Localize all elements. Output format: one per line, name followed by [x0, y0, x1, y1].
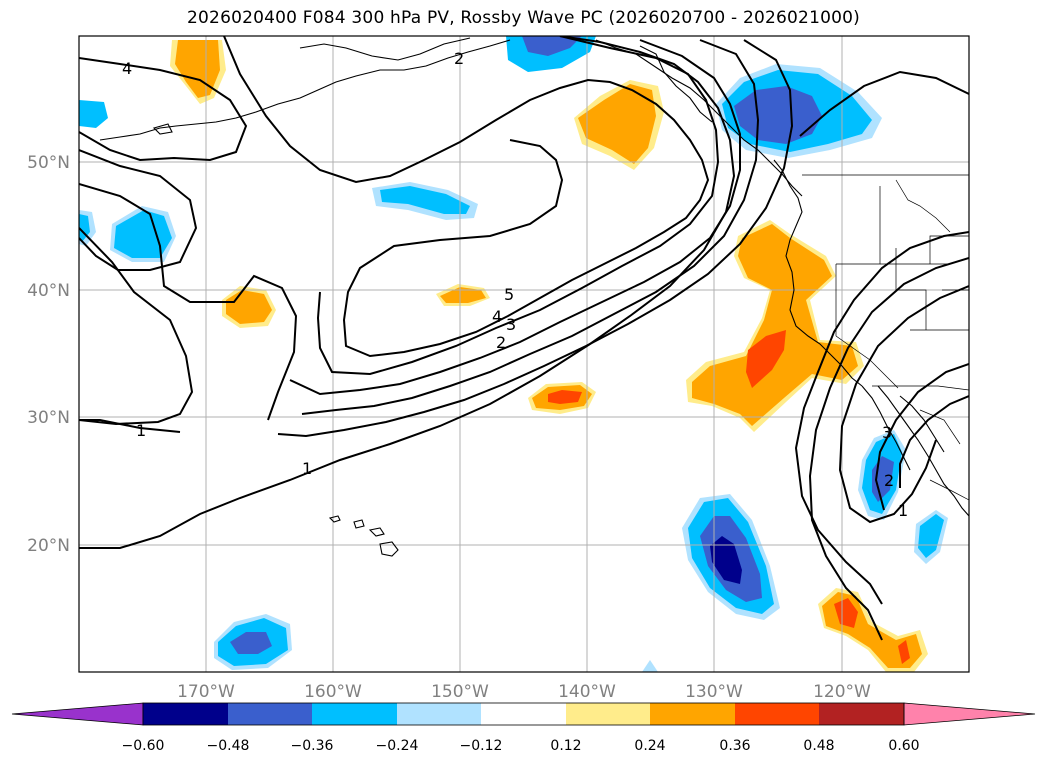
colorbar-segment	[481, 703, 566, 725]
pv-negative-anomaly	[79, 214, 90, 242]
graticule	[79, 36, 969, 672]
pv-positive-anomaly	[440, 287, 486, 303]
lon-label: 120°W	[813, 682, 871, 702]
colorbar-min-extension	[11, 702, 144, 726]
contour-label: 1	[136, 421, 146, 440]
colorbar-tick: −0.24	[376, 738, 419, 754]
pv-positive-anomaly	[578, 84, 656, 164]
colorbar-tick: 0.24	[634, 738, 665, 754]
colorbar-segment	[566, 703, 650, 725]
contour-label: 5	[504, 285, 514, 304]
contour-label: 3	[882, 423, 892, 442]
lat-label: 50°N	[27, 153, 70, 173]
lat-label: 30°N	[27, 408, 70, 428]
lon-label: 160°W	[304, 682, 362, 702]
pv-negative-anomaly	[380, 186, 470, 214]
pv-negative-anomaly	[114, 210, 172, 258]
lon-label: 170°W	[177, 682, 235, 702]
contour-label: 1	[898, 501, 908, 520]
pv-positive-anomaly	[548, 390, 582, 404]
contour-labels: 4 2 5 4 3 2 1 1 3 2 1	[122, 49, 908, 520]
colorbar-outline	[142, 702, 905, 726]
colorbar-tick: 0.36	[719, 738, 750, 754]
colorbar-tick: 0.12	[550, 738, 581, 754]
contour-label: 4	[492, 307, 502, 326]
political-borders	[802, 174, 969, 501]
coastlines	[99, 37, 969, 557]
map-title: 2026020400 F084 300 hPa PV, Rossby Wave …	[187, 8, 860, 28]
colorbar-tick: −0.12	[460, 738, 503, 754]
pv-negative-anomaly	[918, 514, 944, 558]
contour-label: 2	[454, 49, 464, 68]
colorbar-segment	[312, 703, 397, 725]
pv-negative-anomaly	[642, 660, 658, 672]
colorbar-segment	[143, 703, 228, 725]
contour-label: 4	[122, 59, 132, 78]
colorbar-segment	[735, 703, 819, 725]
pv-negative-anomaly	[710, 536, 742, 584]
lon-label: 150°W	[431, 682, 489, 702]
colorbar: −0.60 −0.48 −0.36 −0.24 −0.12 0.12 0.24 …	[11, 702, 1036, 754]
colorbar-tick: 0.48	[803, 738, 834, 754]
pv-positive-anomaly	[692, 224, 858, 426]
colorbar-tick: 0.60	[888, 738, 919, 754]
contour-label: 2	[496, 333, 506, 352]
colorbar-tick: −0.48	[207, 738, 250, 754]
lat-label: 40°N	[27, 281, 70, 301]
map-border	[78, 35, 970, 673]
contour-label: 1	[302, 459, 312, 478]
colorbar-segment	[228, 703, 312, 725]
pv-negative-anomaly	[522, 36, 582, 56]
pv-positive-anomaly	[898, 640, 910, 664]
colorbar-segment	[397, 703, 481, 725]
colorbar-segment	[650, 703, 735, 725]
lat-label: 20°N	[27, 536, 70, 556]
colorbar-max-extension	[903, 702, 1036, 726]
lon-label: 140°W	[558, 682, 616, 702]
pv-negative-anomaly	[230, 632, 272, 654]
pv-positive-anomaly	[175, 40, 220, 98]
colorbar-tick: −0.60	[122, 738, 165, 754]
rossby-wave-contours	[79, 36, 969, 641]
pv-negative-anomaly	[79, 100, 108, 128]
contour-label: 2	[884, 471, 894, 490]
colorbar-segment	[819, 703, 904, 725]
latitude-labels: 50°N 40°N 30°N 20°N	[27, 153, 70, 556]
contour-label: 3	[506, 315, 516, 334]
longitude-labels: 170°W 160°W 150°W 140°W 130°W 120°W	[177, 682, 871, 702]
colorbar-tick: −0.36	[291, 738, 334, 754]
lon-label: 130°W	[685, 682, 743, 702]
pv-positive-anomaly	[746, 330, 786, 388]
pv-positive-anomaly	[834, 598, 858, 628]
